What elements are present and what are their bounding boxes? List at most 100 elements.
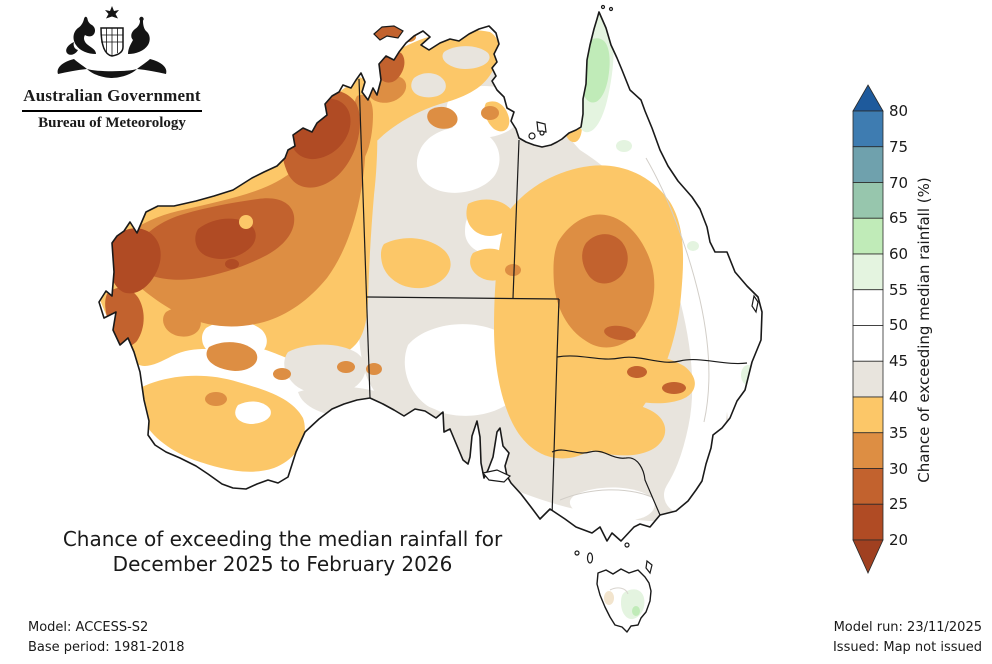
colorbar-tick: 70 [889, 174, 909, 192]
colorbar-tick: 75 [889, 138, 909, 156]
region-beige-se-wa [284, 344, 366, 395]
colorbar-tick: 35 [889, 424, 909, 442]
border-nsw-vic [551, 449, 661, 516]
region-golden-sa-1 [466, 199, 514, 236]
region-dark-qld-core [582, 234, 628, 284]
island-torres-1 [600, 4, 606, 10]
region-dark-sharkbay [105, 287, 144, 347]
border-26s [366, 296, 560, 300]
colorbar-arrow-up [852, 84, 884, 112]
island-fraser [751, 294, 759, 314]
region-golden-sa-2 [470, 248, 512, 281]
region-darkest-pilbara [195, 218, 256, 259]
border-sa-east [551, 356, 558, 517]
colorbar-tick: 80 [889, 102, 909, 120]
crest-shield-pattern [101, 28, 123, 56]
region-white-vic [569, 487, 655, 522]
colorbar-tick: 20 [889, 531, 909, 549]
map-title: Chance of exceeding the median rainfall … [55, 527, 510, 577]
region-lightgreen-cairns [616, 140, 632, 152]
region-golden-murray [561, 400, 666, 456]
island-melville [373, 25, 404, 41]
state-borders [358, 78, 748, 517]
island-kangaroo [481, 469, 512, 483]
map-title-line2: December 2025 to February 2026 [112, 552, 453, 576]
colorbar-ticks: 80 75 70 65 60 55 50 45 40 35 30 25 20 [889, 84, 929, 584]
logo-bureau-text: Bureau of Meteorology [38, 115, 186, 131]
region-orange-gulf-spot2 [526, 110, 542, 122]
colorbar-arrow-down [852, 539, 884, 574]
colorbar-tick: 60 [889, 245, 909, 263]
region-orange-sa-border-spot [505, 264, 521, 276]
crest-base-scroll [87, 69, 137, 78]
region-dark-qld-spot [604, 325, 636, 341]
region-green-tas [632, 606, 640, 616]
region-golden-dot-pilbara [239, 215, 253, 229]
region-orange-border-spot1 [337, 361, 355, 373]
region-orange-border-spot2 [366, 363, 382, 375]
region-dark-nsw-spot1 [627, 366, 647, 378]
region-golden-wa-south [138, 375, 305, 472]
footer-left: Model: ACCESS-S2 Base period: 1981-2018 [28, 618, 185, 658]
islands [373, 4, 759, 575]
region-beige-topend-1 [442, 46, 490, 69]
region-darkest-spot [225, 259, 239, 269]
logo-divider [22, 110, 202, 112]
contour-line-vic [559, 489, 653, 501]
colorbar-axis-label: Chance of exceeding median rainfall (%) [915, 177, 933, 483]
crest-kangaroo [73, 16, 96, 54]
crest-emu [128, 18, 150, 54]
island-groote [536, 121, 547, 133]
region-darkest-coast [108, 228, 161, 294]
colorbar-tick: 40 [889, 388, 909, 406]
colorbar-tick: 30 [889, 460, 909, 478]
region-orange-wa-spot3 [205, 392, 227, 406]
border-qld-nsw [556, 355, 748, 365]
colorbar [852, 84, 884, 574]
colorbar-tick: 65 [889, 209, 909, 227]
footer-base-period: Base period: 1981-2018 [28, 640, 185, 655]
island-torres-2 [608, 6, 614, 12]
region-white-wa-2 [235, 401, 271, 424]
crest-star [105, 6, 119, 19]
crest-flourish-left [57, 59, 87, 74]
island-wellesley-2 [539, 130, 545, 136]
region-orange-gulf-spot1 [481, 106, 499, 120]
region-orange-wa-spot1 [163, 307, 201, 337]
region-orange-wa-spot4 [273, 368, 291, 380]
crest-kangaroo-tail [66, 42, 78, 55]
island-wellesley-1 [528, 132, 536, 140]
logo-government-text: Australian Government [23, 86, 201, 105]
footer-model: Model: ACCESS-S2 [28, 620, 149, 635]
border-qld-sa [556, 298, 560, 358]
footer-model-run: Model run: 23/11/2025 [833, 620, 982, 635]
coastline-mainland [98, 11, 763, 542]
colorbar-tick: 50 [889, 316, 909, 334]
island-flinders [645, 559, 653, 575]
coat-of-arms-icon [57, 6, 167, 78]
crest-flourish-right [137, 59, 167, 74]
island-king [586, 552, 594, 564]
region-dark-nsw-spot2 [662, 382, 686, 394]
colorbar-tick: 25 [889, 495, 909, 513]
border-nt-qld [512, 139, 520, 299]
contour-line-east [645, 157, 710, 423]
region-orange-arnhem-spot [427, 106, 458, 129]
region-golden-nt-south [380, 238, 451, 289]
region-tan-tas [604, 591, 614, 605]
map-title-line1: Chance of exceeding the median rainfall … [62, 527, 503, 551]
footer-issued: Issued: Map not issued [832, 640, 982, 655]
colorbar-tick: 55 [889, 281, 909, 299]
bom-logo: Australian Government Bureau of Meteorol… [22, 4, 202, 132]
contour-line-tas [609, 587, 629, 595]
crest-emu-head [139, 16, 144, 22]
island-bass-strait [574, 550, 580, 556]
footer-right: Model run: 23/11/2025 Issued: Map not is… [833, 618, 982, 658]
region-orange-wa-spot2 [206, 342, 258, 371]
colorbar-tick: 45 [889, 352, 909, 370]
island-deal [624, 542, 630, 548]
tasmania [596, 568, 652, 633]
border-wa [358, 78, 371, 399]
region-beige-topend-2 [411, 73, 446, 98]
